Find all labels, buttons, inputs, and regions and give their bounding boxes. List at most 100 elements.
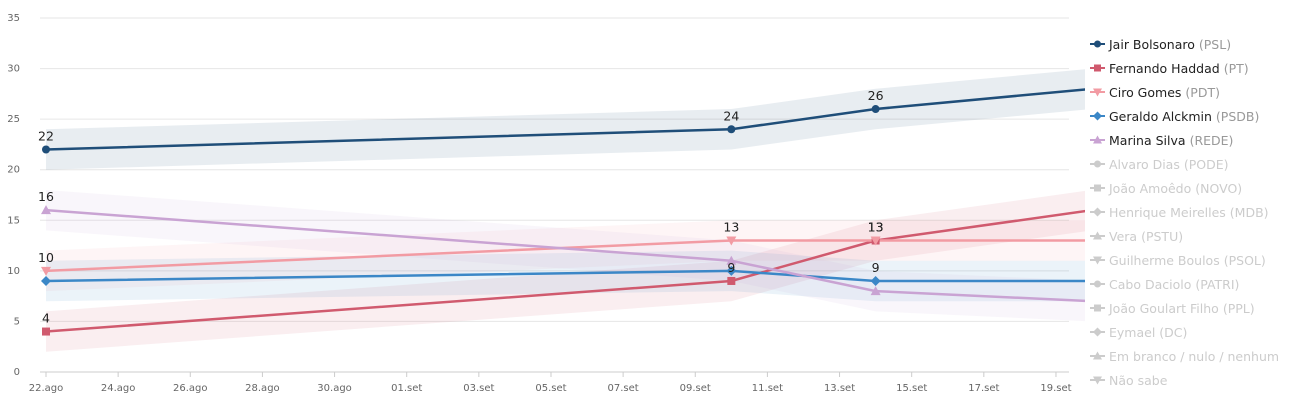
legend-swatch-marker <box>1093 327 1102 337</box>
x-tick-label: 22.ago <box>29 383 64 394</box>
legend-party: (PSTU) <box>1141 228 1184 244</box>
confidence-band <box>46 189 1085 322</box>
legend-swatch-marker <box>1094 160 1101 168</box>
legend-swatch-icon <box>1090 88 1105 97</box>
y-tick-label: 10 <box>7 266 20 277</box>
y-tick-label: 35 <box>7 13 20 24</box>
data-point <box>871 105 880 114</box>
legend-item[interactable]: Henrique Meirelles (MDB) <box>1090 200 1295 224</box>
legend-swatch-marker <box>1093 207 1102 217</box>
confidence-band <box>46 220 1085 292</box>
legend-swatch-marker <box>1093 231 1102 240</box>
legend-item[interactable]: Em branco / nulo / nenhum <box>1090 344 1295 368</box>
x-tick-label: 17.set <box>968 383 999 394</box>
legend-item[interactable]: Guilherme Boulos (PSOL) <box>1090 248 1295 272</box>
legend-item[interactable]: Não sabe <box>1090 368 1295 392</box>
legend-party: (PT) <box>1223 60 1249 76</box>
legend-name: Fernando Haddad <box>1109 60 1220 76</box>
legend-swatch-marker <box>1094 304 1101 312</box>
legend-item[interactable]: Marina Silva (REDE) <box>1090 128 1295 152</box>
legend-item[interactable]: Vera (PSTU) <box>1090 224 1295 248</box>
legend-name: Em branco / nulo / nenhum <box>1109 348 1280 364</box>
x-tick-label: 09.set <box>680 383 711 394</box>
legend-party: (MDB) <box>1229 204 1269 220</box>
series-line <box>45 239 1085 273</box>
legend-party: (PDT) <box>1185 84 1220 100</box>
legend-name: Ciro Gomes <box>1109 84 1182 100</box>
legend-swatch-icon <box>1090 327 1105 337</box>
legend-swatch-marker <box>1093 111 1102 121</box>
legend-item[interactable]: Jair Bolsonaro (PSL) <box>1090 32 1295 56</box>
legend-party: (PSL) <box>1198 36 1232 52</box>
legend-swatch-marker <box>1094 40 1101 48</box>
x-tick-label: 26.ago <box>173 383 208 394</box>
legend-item[interactable]: Fernando Haddad (PT) <box>1090 56 1295 80</box>
x-tick-label: 03.set <box>463 383 494 394</box>
confidence-band <box>46 250 1085 302</box>
y-tick-label: 0 <box>14 367 20 378</box>
y-tick-label: 5 <box>14 316 20 327</box>
legend-swatch-icon <box>1090 280 1105 288</box>
legend-name: Guilherme Boulos <box>1109 252 1220 268</box>
data-label: 13 <box>868 220 884 235</box>
x-tick-label: 13.set <box>824 383 855 394</box>
legend-swatch-icon <box>1090 40 1105 48</box>
legend-name: Henrique Meirelles <box>1109 204 1226 220</box>
legend-name: Cabo Daciolo <box>1109 276 1192 292</box>
x-tick-label: 05.set <box>535 383 566 394</box>
data-label: 24 <box>723 108 739 123</box>
data-label: 4 <box>42 311 50 326</box>
data-label: 13 <box>1084 220 1085 235</box>
chart-legend: Jair Bolsonaro (PSL) Fernando Haddad (PT) Ci… <box>1090 32 1295 392</box>
y-tick-label: 20 <box>7 165 20 176</box>
legend-name: Alvaro Dias <box>1109 156 1180 172</box>
legend-swatch-marker <box>1093 351 1102 360</box>
legend-party: (PPL) <box>1222 300 1255 316</box>
legend-swatch-icon <box>1090 376 1105 385</box>
legend-swatch-marker <box>1093 256 1102 265</box>
data-point <box>726 265 737 276</box>
data-point <box>42 327 50 336</box>
data-point <box>41 205 51 215</box>
legend-item[interactable]: Geraldo Alckmin (PSDB) <box>1090 104 1295 128</box>
legend-party: (DC) <box>1159 324 1188 340</box>
data-label: 9 <box>872 260 880 275</box>
data-point <box>727 276 736 285</box>
y-tick-label: 30 <box>7 64 20 75</box>
legend-item[interactable]: Cabo Daciolo (PATRI) <box>1090 272 1295 296</box>
data-label: 28 <box>1084 68 1085 83</box>
legend-party: (PODE) <box>1183 156 1229 172</box>
y-tick-label: 25 <box>7 114 20 125</box>
legend-name: Vera <box>1109 228 1138 244</box>
legend-item[interactable]: João Goulart Filho (PPL) <box>1090 296 1295 320</box>
data-point <box>726 236 737 246</box>
legend-name: Eymael <box>1109 324 1156 340</box>
y-tick-label: 15 <box>7 215 20 226</box>
data-point <box>870 286 881 296</box>
data-label: 22 <box>38 128 54 143</box>
legend-item[interactable]: Alvaro Dias (PODE) <box>1090 152 1295 176</box>
legend-swatch-marker <box>1094 64 1101 72</box>
x-tick-label: 28.ago <box>245 383 280 394</box>
legend-party: (NOVO) <box>1195 180 1243 196</box>
data-point <box>726 255 737 265</box>
legend-swatch-marker <box>1094 184 1101 192</box>
legend-swatch-icon <box>1090 64 1105 72</box>
legend-swatch-icon <box>1090 184 1105 192</box>
legend-party: (PSDB) <box>1215 108 1260 124</box>
legend-swatch-icon <box>1090 207 1105 217</box>
x-tick-label: 30.ago <box>317 383 352 394</box>
data-point <box>42 145 50 154</box>
data-label: 16 <box>38 189 54 204</box>
legend-item[interactable]: João Amoêdo (NOVO) <box>1090 176 1295 200</box>
legend-item[interactable]: Eymael (DC) <box>1090 320 1295 344</box>
legend-item[interactable]: Ciro Gomes (PDT) <box>1090 80 1295 104</box>
legend-swatch-icon <box>1090 160 1105 168</box>
data-label: 16 <box>1084 189 1085 204</box>
x-tick-label: 11.set <box>752 383 783 394</box>
data-point <box>870 236 881 246</box>
legend-swatch-marker <box>1093 88 1102 97</box>
series-line <box>45 208 1085 303</box>
legend-swatch-icon <box>1090 351 1105 360</box>
